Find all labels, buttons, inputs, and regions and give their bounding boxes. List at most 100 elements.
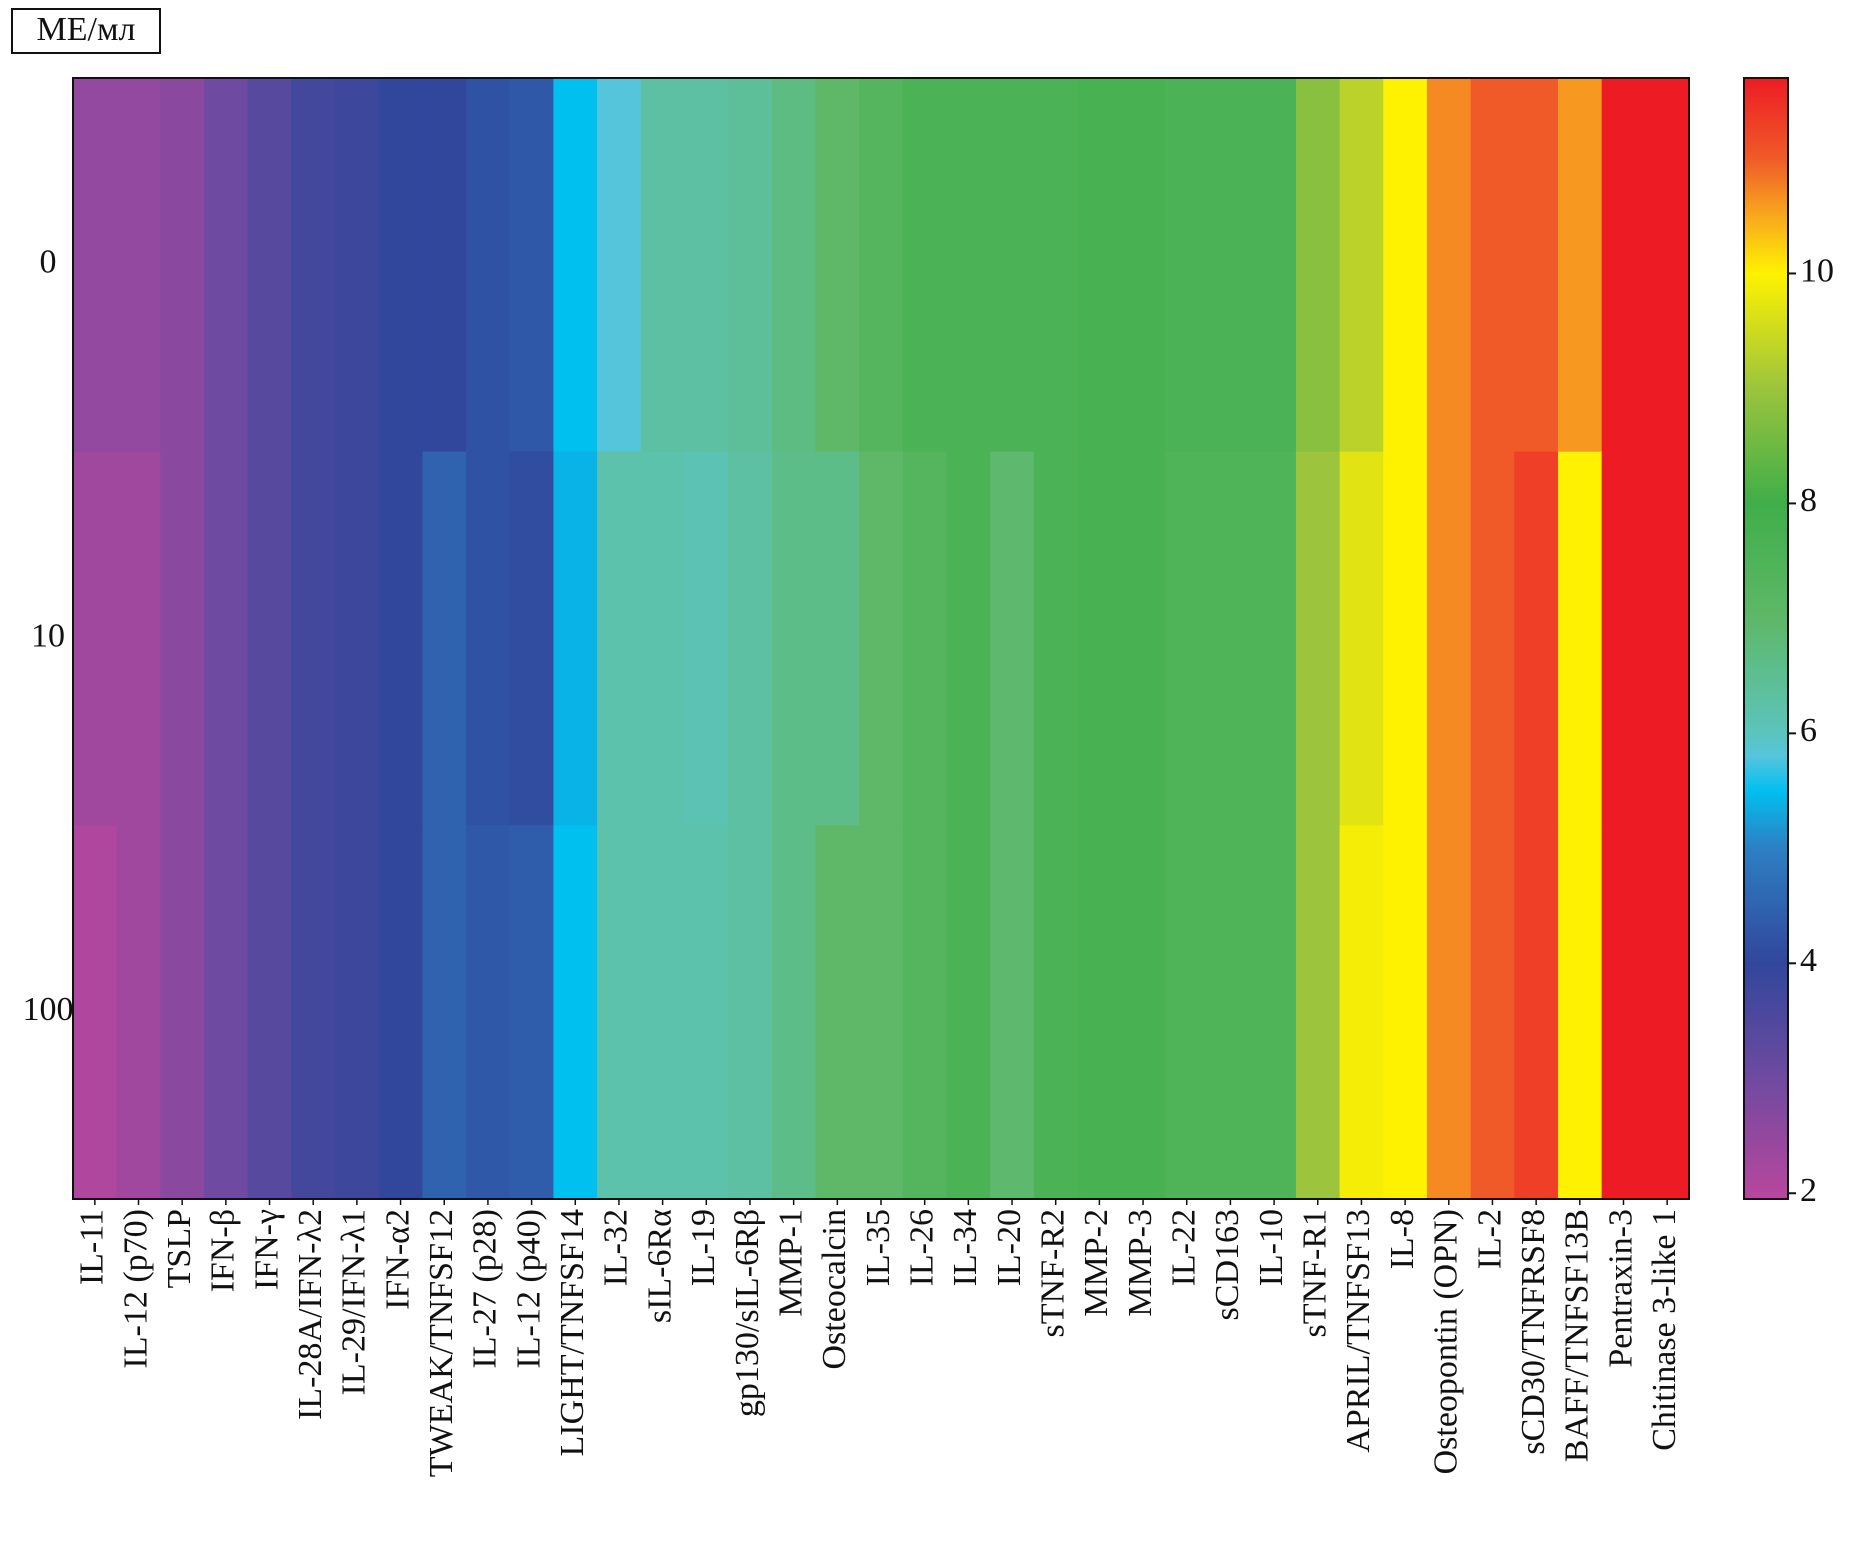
- heatmap-cell: [1383, 825, 1428, 1200]
- x-tick-label: LIGHT/TNFSF14: [554, 1209, 591, 1456]
- x-tick-label: IL-32: [598, 1209, 635, 1286]
- heatmap-cell: [1339, 451, 1384, 826]
- heatmap-cell: [597, 825, 642, 1200]
- heatmap-cell: [378, 451, 424, 826]
- x-tick-label: IL-8: [1384, 1209, 1421, 1269]
- heatmap-cell: [291, 78, 336, 453]
- heatmap-cell: [1514, 825, 1559, 1200]
- x-tick-label: MMP-2: [1078, 1209, 1115, 1317]
- heatmap-cell: [1077, 825, 1122, 1200]
- heatmap-cell: [291, 825, 336, 1200]
- heatmap-cell: [1426, 825, 1472, 1200]
- heatmap-cell: [422, 825, 467, 1200]
- x-tick-label: IL-10: [1253, 1209, 1290, 1286]
- heatmap-cell: [1514, 451, 1559, 826]
- heatmap-cell: [1252, 451, 1297, 826]
- heatmap-cell: [1514, 78, 1559, 453]
- heatmap-cell: [1164, 451, 1210, 826]
- x-tick-label: IL-26: [903, 1209, 940, 1286]
- heatmap-cell: [990, 78, 1035, 453]
- x-tick-label: sCD30/TNFRSF8: [1515, 1209, 1552, 1455]
- heatmap-cell: [422, 78, 467, 453]
- heatmap-cell: [509, 78, 555, 453]
- heatmap-cell: [771, 825, 817, 1200]
- heatmap-cell: [771, 78, 817, 453]
- heatmap-cell: [1426, 78, 1472, 453]
- heatmap-cell: [1470, 78, 1515, 453]
- x-tick-label: IL-22: [1166, 1209, 1203, 1286]
- x-tick-label: IFN-γ: [248, 1209, 285, 1290]
- x-tick-label: IL-27 (p28): [467, 1209, 504, 1369]
- heatmap-cell: [1645, 78, 1690, 453]
- heatmap-cell: [902, 451, 948, 826]
- x-tick-label: IL-12 (p70): [117, 1209, 154, 1369]
- heatmap-cell: [1557, 451, 1603, 826]
- x-tick-label: sTNF-R1: [1297, 1209, 1334, 1337]
- heatmap-cell: [990, 825, 1035, 1200]
- heatmap-cell: [553, 825, 598, 1200]
- heatmap-cell: [1295, 451, 1341, 826]
- x-tick-label: TWEAK/TNFSF12: [423, 1209, 460, 1477]
- heatmap-cell: [684, 78, 729, 453]
- x-tick-label: Osteopontin (OPN): [1428, 1209, 1465, 1474]
- heatmap-cell: [116, 451, 161, 826]
- heatmap-cell: [1208, 825, 1253, 1200]
- heatmap-cell: [728, 78, 773, 453]
- heatmap-cell: [466, 78, 511, 453]
- heatmap-cell: [1383, 78, 1428, 453]
- x-tick-label: IL-19: [685, 1209, 722, 1286]
- x-tick-label: Chitinase 3-like 1: [1646, 1209, 1683, 1451]
- x-tick-label: IL-2: [1471, 1209, 1508, 1269]
- heatmap-cell: [902, 78, 948, 453]
- heatmap-cell: [553, 78, 598, 453]
- heatmap-cell: [815, 78, 860, 453]
- colorbar-tick-label: 4: [1800, 942, 1817, 979]
- heatmap-cell: [815, 825, 860, 1200]
- x-tick-label: sTNF-R2: [1034, 1209, 1071, 1337]
- heatmap-cell: [859, 825, 904, 1200]
- heatmap-cell: [990, 451, 1035, 826]
- x-tick-label: MMP-1: [772, 1209, 809, 1317]
- heatmap-cell: [684, 451, 729, 826]
- heatmap-cell: [1164, 78, 1210, 453]
- heatmap-cell: [247, 451, 292, 826]
- heatmap-cell: [1557, 825, 1603, 1200]
- x-tick-label: IL-34: [947, 1209, 984, 1286]
- heatmap-cell: [946, 78, 991, 453]
- heatmap-cell: [728, 825, 773, 1200]
- heatmap-cell: [640, 451, 686, 826]
- x-tick-label: IL-11: [74, 1209, 111, 1285]
- colorbar-tick-label: 10: [1800, 252, 1834, 289]
- x-tick-label: IL-29/IFN-λ1: [336, 1209, 373, 1395]
- x-tick-label: IL-28A/IFN-λ2: [292, 1209, 329, 1420]
- heatmap-cell: [553, 451, 598, 826]
- heatmap-cell: [247, 825, 292, 1200]
- heatmap-cell: [422, 451, 467, 826]
- x-tick-label: BAFF/TNFSF13B: [1559, 1209, 1596, 1462]
- heatmap-cell: [728, 451, 773, 826]
- x-tick-label: IL-20: [991, 1209, 1028, 1286]
- heatmap-cell: [160, 825, 205, 1200]
- heatmap-cell: [466, 825, 511, 1200]
- x-tick-label: TSLP: [161, 1209, 198, 1288]
- heatmap-cell: [1121, 451, 1166, 826]
- x-tick-label: Pentraxin-3: [1602, 1209, 1639, 1368]
- heatmap-cell: [1470, 825, 1515, 1200]
- heatmap-cell: [1645, 451, 1690, 826]
- heatmap-cell: [378, 825, 424, 1200]
- heatmap-cell: [1601, 825, 1646, 1200]
- heatmap-cell: [859, 78, 904, 453]
- heatmap-cell: [684, 825, 729, 1200]
- heatmap-cell: [1033, 451, 1079, 826]
- heatmap-cell: [378, 78, 424, 453]
- heatmap-cell: [1033, 825, 1079, 1200]
- heatmap-cell: [466, 451, 511, 826]
- heatmap-cell: [1208, 78, 1253, 453]
- heatmap-cell: [291, 451, 336, 826]
- heatmap-cell: [73, 825, 118, 1200]
- heatmap-cell: [116, 825, 161, 1200]
- heatmap-cell: [1295, 825, 1341, 1200]
- heatmap-cell: [160, 78, 205, 453]
- colorbar: [1743, 77, 1789, 1200]
- heatmap-cell: [1208, 451, 1253, 826]
